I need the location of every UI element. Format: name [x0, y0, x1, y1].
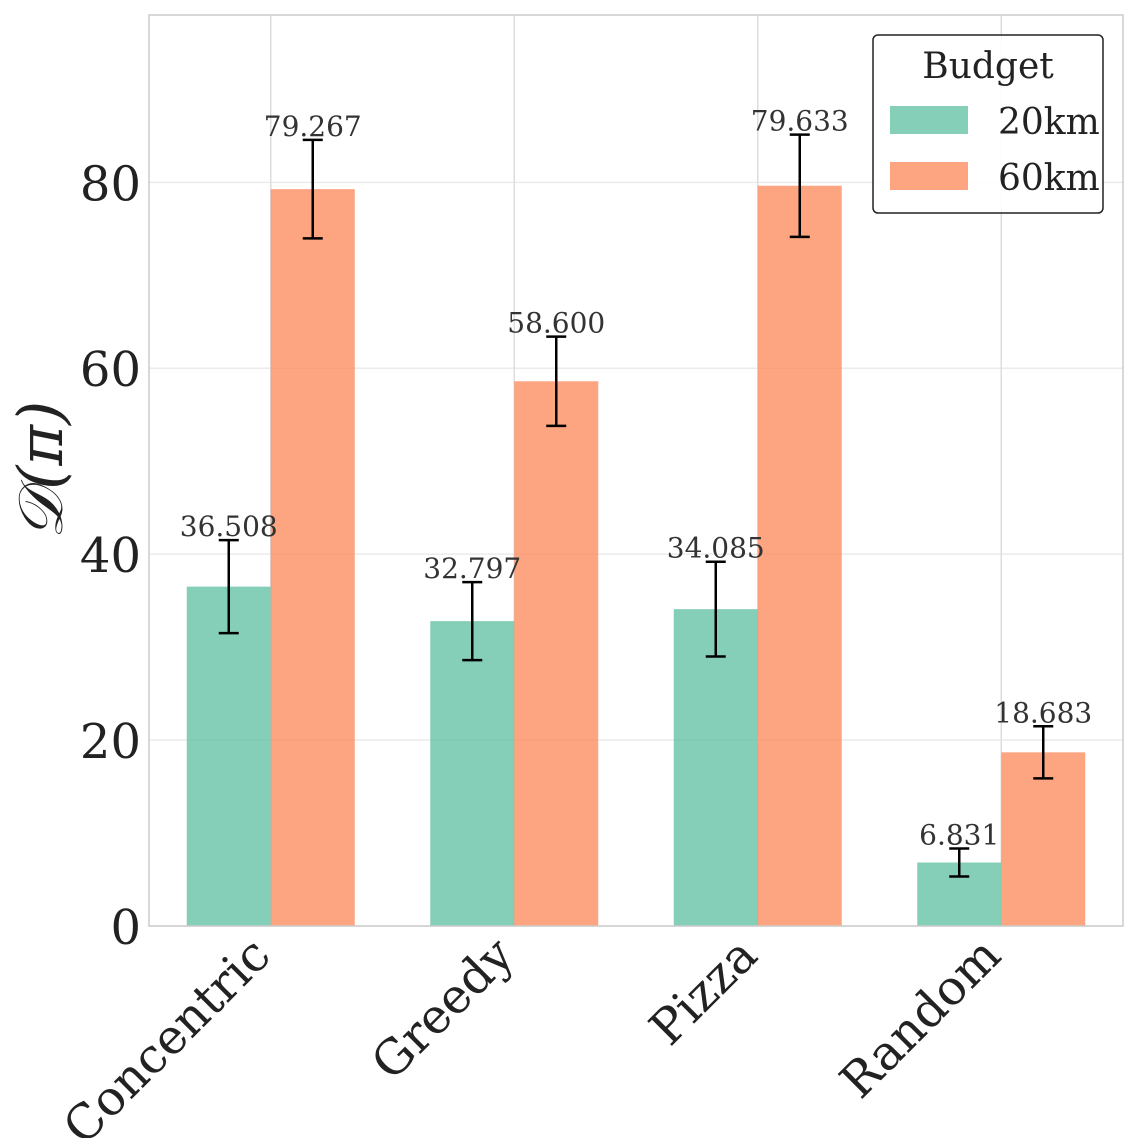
axes: 𝒟(π) [4, 14, 1124, 927]
data-label: 36.508 [180, 510, 278, 543]
data-label: 18.683 [994, 696, 1092, 729]
bar-60km-random [1001, 752, 1086, 926]
y-tick-label: 60 [80, 342, 141, 398]
legend-swatch-60km [890, 162, 968, 190]
y-tick-label: 40 [80, 528, 141, 584]
legend-label-20km: 20km [998, 102, 1100, 143]
bar-20km-pizza [673, 609, 758, 926]
data-label: 79.267 [264, 110, 362, 143]
legend-label-60km: 60km [998, 158, 1100, 199]
bar-20km-concentric [186, 586, 271, 926]
legend-title: Budget [922, 46, 1054, 87]
bar-20km-greedy [430, 621, 515, 926]
data-label: 58.600 [507, 307, 605, 340]
legend-swatch-20km [890, 106, 968, 134]
y-tick-label: 80 [80, 156, 141, 212]
y-axis-label: 𝒟(π) [4, 401, 77, 540]
data-label: 34.085 [667, 532, 765, 565]
data-label: 6.831 [919, 819, 999, 852]
plot-frame [148, 14, 1124, 927]
bars [186, 185, 1086, 927]
data-label: 79.633 [751, 105, 849, 138]
bar-60km-greedy [514, 381, 599, 927]
bar-60km-concentric [270, 189, 355, 926]
data-labels: 36.508 32.797 34.085 6.831 79.267 58.600 79.63… [180, 105, 1092, 852]
y-tick-label: 20 [80, 714, 141, 770]
legend: Budget 20km 60km [872, 34, 1104, 214]
data-label: 32.797 [423, 552, 521, 585]
y-tick-label: 0 [110, 900, 141, 956]
error-bars [218, 133, 1054, 878]
bar-60km-pizza [757, 185, 842, 926]
